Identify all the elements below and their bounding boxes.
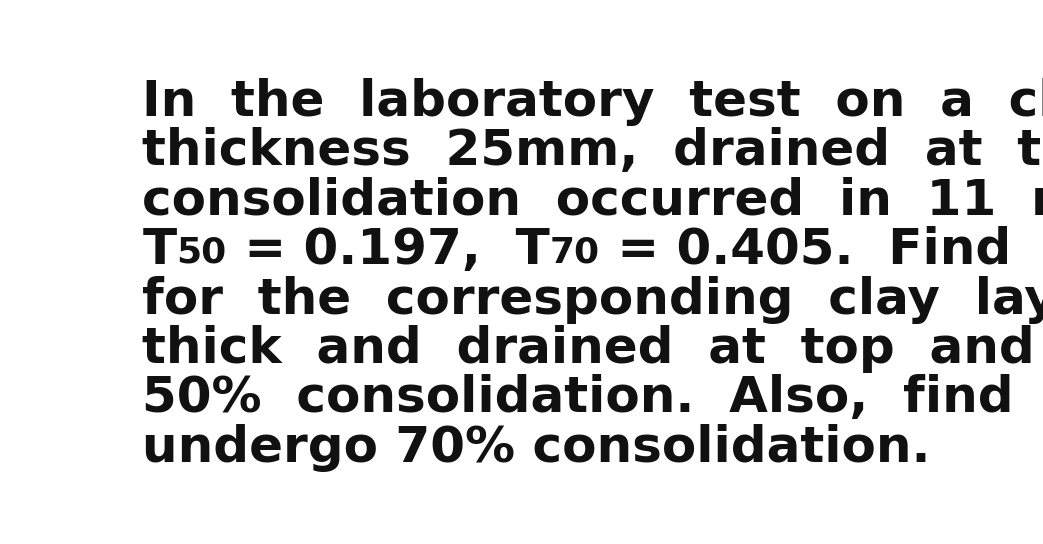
Text: 70: 70: [550, 236, 600, 269]
Text: T: T: [143, 226, 176, 274]
Text: consolidation  occurred  in  11  minutes.  Assume: consolidation occurred in 11 minutes. As…: [143, 177, 1043, 225]
Text: = 0.197,  T: = 0.197, T: [227, 226, 550, 274]
Text: In  the  laboratory  test  on  a  clay  sample  of: In the laboratory test on a clay sample …: [143, 78, 1043, 126]
Text: 50: 50: [176, 236, 227, 269]
Text: undergo 70% consolidation.: undergo 70% consolidation.: [143, 424, 931, 472]
Text: thick  and  drained  at  top  and  bottom  to  undergo: thick and drained at top and bottom to u…: [143, 325, 1043, 373]
Text: 50%  consolidation.  Also,  find  the  time  required  to: 50% consolidation. Also, find the time r…: [143, 374, 1043, 422]
Text: = 0.405.  Find  the  time  required: = 0.405. Find the time required: [600, 226, 1043, 274]
Text: for  the  corresponding  clay  layer  in  the  field  of  3m: for the corresponding clay layer in the …: [143, 276, 1043, 324]
Text: thickness  25mm,  drained  at  top  only,  50%: thickness 25mm, drained at top only, 50%: [143, 127, 1043, 175]
